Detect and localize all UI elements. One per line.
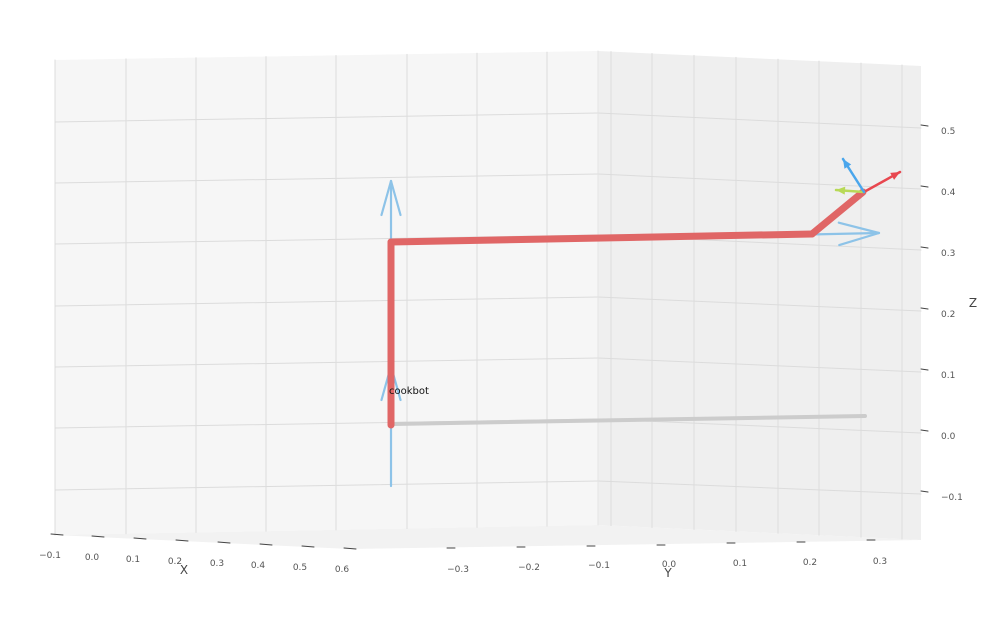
grid-line-back-horizontal xyxy=(54,480,599,491)
robot-link-segment xyxy=(387,230,816,246)
end-effector-x-arrow-head xyxy=(890,172,900,180)
z-tick-label: 0.2 xyxy=(941,310,955,320)
joint-axis-3-arrow-head-left xyxy=(838,231,881,247)
x-tick-label: 0.2 xyxy=(168,557,182,567)
y-tick-label: 0.1 xyxy=(733,559,747,569)
tick-labels: −0.1 0.0 0.1 0.2 0.3 0.4 0.5 0.6 −0.3 −0.2 −0.1 0.0… xyxy=(39,127,963,575)
x-tick-mark xyxy=(259,543,273,546)
joint-axis-2-arrow-head-left xyxy=(389,179,402,217)
x-tick-mark xyxy=(217,541,231,544)
z-tick-mark xyxy=(920,307,929,310)
y-tick-label: −0.2 xyxy=(518,563,540,573)
z-tick-mark xyxy=(920,490,929,493)
x-tick-label: 0.1 xyxy=(126,555,140,565)
z-tick-mark xyxy=(920,429,929,432)
end-effector-z-arrow-head xyxy=(843,159,852,169)
robot-name-label: cookbot xyxy=(389,386,429,397)
z-tick-mark xyxy=(920,368,929,371)
grid-line-back-horizontal xyxy=(54,173,599,184)
z-tick-label: 0.0 xyxy=(941,432,956,442)
z-tick-mark xyxy=(920,246,929,249)
joint-axis-3-arrow-head-right xyxy=(837,221,881,235)
z-tick-label: 0.3 xyxy=(941,249,955,259)
grid-lines xyxy=(54,50,922,540)
back-pane xyxy=(55,51,598,535)
z-tick-label: 0.4 xyxy=(941,188,956,198)
x-tick-label: 0.3 xyxy=(210,559,224,569)
z-axis-label: Z xyxy=(969,296,977,310)
x-tick-mark xyxy=(133,537,147,540)
z-tick-mark xyxy=(920,185,929,188)
z-tick-mark xyxy=(920,124,929,127)
grid-line-side-horizontal xyxy=(597,357,922,373)
y-tick-label: −0.3 xyxy=(447,565,469,575)
robot-link-segment xyxy=(808,188,867,238)
grid-line-side-horizontal xyxy=(597,173,922,190)
y-axis-label: Y xyxy=(663,566,672,580)
grid-line-side-horizontal xyxy=(597,112,922,129)
grid-line-side-horizontal xyxy=(597,480,922,495)
grid-line-side-horizontal xyxy=(597,296,922,312)
y-tick-label: 0.3 xyxy=(873,557,887,567)
x-tick-mark xyxy=(301,545,315,548)
y-tick-label: 0.0 xyxy=(662,560,677,570)
axes-panes xyxy=(55,51,921,549)
grid-line-back-horizontal xyxy=(54,357,599,368)
z-tick-label: 0.5 xyxy=(941,127,955,137)
side-pane xyxy=(598,51,921,540)
grid-line-back-horizontal xyxy=(54,112,599,123)
data-series xyxy=(380,157,902,488)
y-tick-label: 0.2 xyxy=(803,558,817,568)
joint-axis-2-arrow-head-right xyxy=(380,179,393,217)
y-tick-label: −0.1 xyxy=(588,561,610,571)
end-effector-y-arrow-head xyxy=(836,186,846,195)
z-tick-label: 0.1 xyxy=(941,371,955,381)
x-tick-mark xyxy=(91,535,105,538)
z-tick-label: −0.1 xyxy=(941,493,963,503)
x-tick-mark xyxy=(175,539,189,542)
base-shadow-line xyxy=(391,414,867,426)
x-tick-mark xyxy=(50,533,64,536)
x-tick-label: 0.0 xyxy=(85,553,100,563)
floor-pane xyxy=(55,525,921,549)
x-tick-mark xyxy=(343,547,357,550)
grid-line-back-horizontal xyxy=(54,296,599,307)
x-tick-label: −0.1 xyxy=(39,551,61,561)
x-tick-label: 0.4 xyxy=(251,561,266,571)
x-tick-label: 0.5 xyxy=(293,563,307,573)
x-axis-label: X xyxy=(180,563,188,577)
tick-marks xyxy=(50,124,929,550)
x-tick-label: 0.6 xyxy=(335,565,350,575)
